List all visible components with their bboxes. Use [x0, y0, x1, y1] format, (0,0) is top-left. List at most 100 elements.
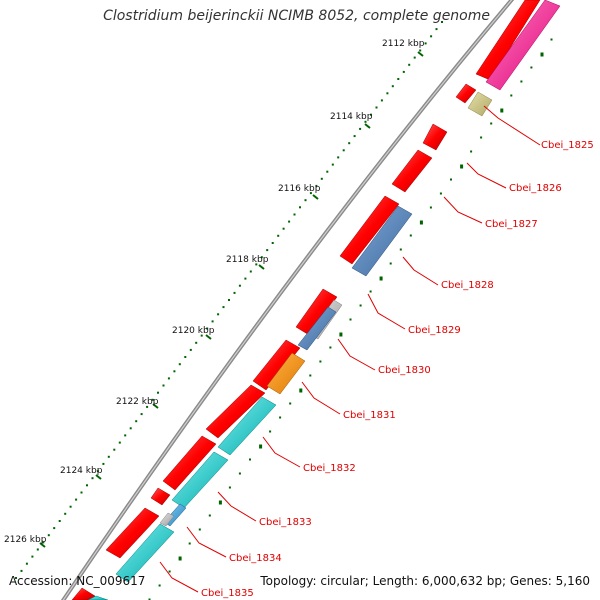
tick-label-2116: 2116 kbp [278, 184, 321, 194]
scale-dot [380, 99, 383, 102]
scale-dot [167, 377, 170, 380]
gene-cds-forward [71, 587, 96, 600]
scale-dot [402, 70, 405, 73]
gene-label[interactable]: Cbei_1827 [485, 219, 538, 230]
inner-tick-dot [158, 584, 161, 587]
scale-dot [228, 299, 230, 301]
inner-tick-dot [379, 276, 383, 281]
inner-tick-dot [429, 206, 432, 209]
gene-label[interactable]: Cbei_1831 [343, 410, 396, 421]
major-ticks [39, 51, 424, 548]
inner-tick-dot [460, 164, 464, 169]
leader-line [186, 526, 227, 558]
gene-label[interactable]: Cbei_1835 [201, 588, 254, 599]
gene-cds-forward [455, 83, 477, 104]
scale-dot [320, 177, 323, 180]
leader-line [483, 105, 541, 146]
leader-line [443, 196, 483, 224]
scale-dot [238, 284, 241, 287]
gene-label[interactable]: Cbei_1832 [303, 463, 356, 474]
tick-label-2112: 2112 kbp [382, 39, 425, 49]
scale-dot [86, 484, 88, 487]
scale-dot [217, 313, 220, 316]
gene-label[interactable]: Cbei_1825 [541, 140, 594, 151]
gene-cds-forward [105, 507, 160, 559]
inner-tick-dot [178, 556, 182, 561]
inner-tick-dot [520, 80, 523, 83]
scale-dot [304, 199, 307, 202]
inner-tick-dot [269, 430, 272, 433]
inner-tick-dot [148, 598, 151, 600]
inner-tick-dot [289, 402, 292, 405]
scale-dot [299, 206, 301, 209]
inner-tick-dot [228, 486, 231, 489]
scale-dot [69, 505, 72, 508]
inner-tick-dot [279, 416, 282, 419]
scale-dot [435, 28, 438, 31]
scale-dot [424, 42, 427, 45]
scale-dot [211, 320, 214, 323]
gene-label[interactable]: Cbei_1833 [259, 517, 312, 528]
gene-label[interactable]: Cbei_1829 [408, 325, 461, 336]
gene-label[interactable]: Cbei_1828 [441, 280, 494, 291]
inner-tick-dot [208, 514, 211, 517]
gene-cds-orange [266, 352, 306, 395]
scale-dot [178, 363, 181, 366]
inner-tick-dot [198, 528, 201, 531]
inner-tick-dot [409, 234, 412, 237]
leader-line [402, 256, 439, 286]
scale-dot [233, 291, 236, 294]
gene-cds-steelblue [297, 306, 337, 351]
scale-dot [348, 142, 351, 145]
scale-dot [337, 156, 340, 159]
gene-cds-forward [162, 435, 217, 491]
scale-dot [96, 470, 99, 473]
leader-line [337, 338, 376, 371]
gene-label[interactable]: Cbei_1834 [229, 553, 282, 564]
gene-cds-cyan [115, 523, 175, 583]
scale-dot [146, 405, 149, 408]
scale-dot [255, 263, 258, 266]
scale-dot [391, 85, 394, 88]
scale-dot [293, 213, 296, 216]
inner-tick-dot [419, 220, 423, 225]
inner-tick-dot [480, 136, 483, 139]
tick-label-2124: 2124 kbp [60, 466, 103, 476]
major-tick [95, 474, 102, 480]
scale-dot [173, 370, 176, 373]
inner-tick-dot [500, 108, 504, 113]
gene-cds-forward [205, 384, 266, 439]
scale-dot [140, 413, 143, 416]
leader-lines [159, 105, 541, 593]
gene-cds-forward [339, 195, 400, 265]
scale-dot [260, 256, 263, 259]
scale-dot [20, 569, 23, 572]
scale-dot [53, 527, 56, 530]
scale-dot [375, 106, 378, 109]
scale-dot [342, 149, 345, 152]
inner-tick-dot [218, 500, 222, 505]
inner-tick-dot [530, 66, 533, 69]
inner-tick-dot [470, 150, 473, 153]
leader-line [301, 381, 341, 415]
scale-dot [64, 512, 67, 515]
leader-line [466, 162, 507, 189]
gene-label[interactable]: Cbei_1830 [378, 365, 431, 376]
major-tick [205, 334, 212, 340]
scale-dot [200, 334, 203, 337]
scale-dot [47, 534, 50, 537]
map-title: Clostridium beijerinckii NCIMB 8052, com… [103, 8, 490, 24]
gene-cds-forward [391, 149, 433, 193]
gene-label[interactable]: Cbei_1826 [509, 183, 562, 194]
scale-dot [315, 184, 318, 187]
scale-dot [151, 398, 154, 401]
scale-dot [288, 220, 291, 223]
major-tick [312, 194, 319, 200]
scale-dot [195, 341, 198, 344]
scale-dot [157, 391, 159, 394]
scale-dot [162, 384, 165, 387]
gene-labels: Cbei_1825 Cbei_1826 Cbei_1827 Cbei_1828 … [201, 140, 594, 599]
scale-dot [331, 163, 334, 166]
inner-tick-dot [259, 444, 263, 449]
